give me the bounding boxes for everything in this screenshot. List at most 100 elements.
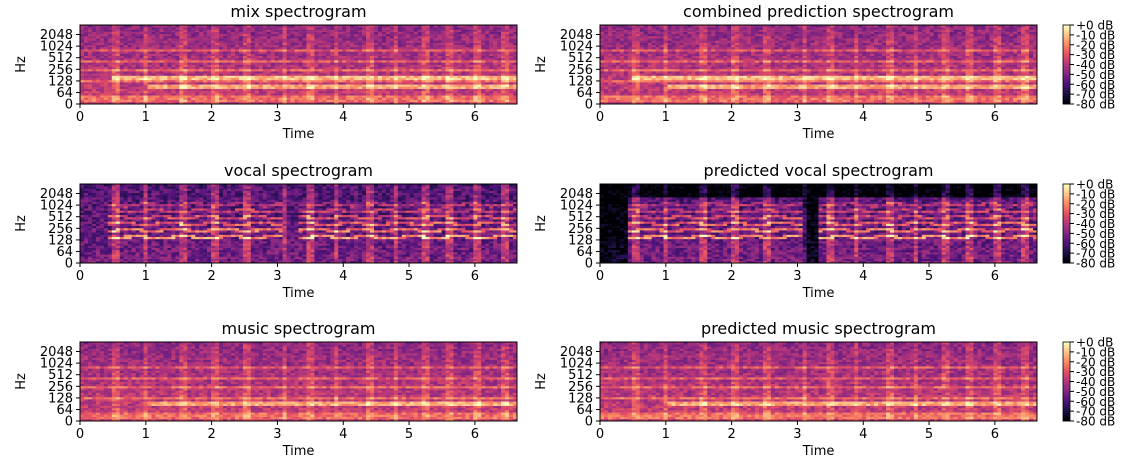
x-tick-label: 2 <box>727 110 735 125</box>
x-tick-label: 3 <box>793 269 801 284</box>
y-axis-label: Hz <box>14 56 29 73</box>
x-tick-label: 4 <box>859 110 867 125</box>
x-tick-label: 5 <box>925 269 933 284</box>
colorbar-tick-label: -10 dB <box>1076 187 1115 201</box>
colorbar-tick-label: -50 dB <box>1076 68 1115 82</box>
x-tick-label: 3 <box>793 110 801 125</box>
y-tick-label: 128 <box>48 391 73 406</box>
spectrogram-panel-2: combined prediction spectrogram 0 1 2 3 4 5 6 Ti… <box>534 2 1115 142</box>
colorbar-tick-label: -20 dB <box>1076 38 1115 52</box>
panel-title: combined prediction spectrogram <box>683 2 954 21</box>
y-tick-label: 512 <box>48 368 73 383</box>
colorbar-tick-label: -70 dB <box>1076 88 1115 102</box>
y-tick-label: 256 <box>48 63 73 78</box>
panel-title: predicted vocal spectrogram <box>704 161 934 180</box>
panel-title: vocal spectrogram <box>224 161 373 180</box>
heatmap-cells <box>80 342 518 422</box>
colorbar-tick-label: +0 dB <box>1076 336 1113 350</box>
x-tick-label: 2 <box>207 110 215 125</box>
y-tick-label: 128 <box>48 74 73 89</box>
y-tick-label: 512 <box>568 210 593 225</box>
axes-frame <box>79 24 518 105</box>
panel-title: music spectrogram <box>222 319 376 338</box>
x-tick-label: 5 <box>405 269 413 284</box>
x-tick-label: 6 <box>471 269 479 284</box>
colorbar-tick-label: -40 dB <box>1076 217 1115 231</box>
x-tick-label: 1 <box>662 427 670 442</box>
colorbar-tick-label: +0 dB <box>1076 178 1113 192</box>
y-axis-label: Hz <box>534 373 549 390</box>
x-tick-label: 5 <box>925 110 933 125</box>
x-axis-label: Time <box>282 286 315 301</box>
y-tick-label: 512 <box>568 368 593 383</box>
y-axis-label: Hz <box>14 215 29 232</box>
y-tick-label: 2048 <box>560 28 593 43</box>
colorbar-tick-label: -60 dB <box>1076 395 1115 409</box>
x-tick-label: 3 <box>273 110 281 125</box>
y-tick-label: 256 <box>48 222 73 237</box>
x-axis-label: Time <box>802 127 835 142</box>
heatmap-cells <box>80 184 518 264</box>
colorbar-tick-label: -80 dB <box>1076 257 1115 271</box>
x-axis-label: Time <box>802 286 835 301</box>
colorbar-tick-label: -30 dB <box>1076 48 1115 62</box>
y-axis-label: Hz <box>14 373 29 390</box>
y-tick-label: 1024 <box>40 40 73 55</box>
x-tick-label: 6 <box>991 269 999 284</box>
y-tick-label: 128 <box>568 233 593 248</box>
x-tick-label: 6 <box>991 427 999 442</box>
colorbar-tick-label: -40 dB <box>1076 375 1115 389</box>
x-tick-label: 5 <box>925 427 933 442</box>
x-tick-label: 4 <box>859 269 867 284</box>
x-tick-label: 1 <box>142 110 150 125</box>
spectrogram-panel-4: predicted vocal spectrogram 0 1 2 3 4 5 6 Time 06… <box>534 161 1115 301</box>
x-tick-label: 0 <box>76 110 84 125</box>
x-tick-label: 4 <box>339 427 347 442</box>
y-tick-label: 1024 <box>40 199 73 214</box>
x-tick-label: 0 <box>76 269 84 284</box>
y-tick-label: 2048 <box>560 187 593 202</box>
y-tick-label: 128 <box>48 233 73 248</box>
y-tick-label: 64 <box>576 86 593 101</box>
spectrogram-panel-6: predicted music spectrogram 0 1 2 3 4 5 6 Time 06… <box>534 319 1115 459</box>
colorbar-tick-label: -60 dB <box>1076 237 1115 251</box>
x-axis-label: Time <box>282 127 315 142</box>
x-tick-label: 0 <box>596 110 604 125</box>
y-tick-label: 1024 <box>40 357 73 372</box>
x-tick-label: 2 <box>727 269 735 284</box>
x-tick-label: 6 <box>991 110 999 125</box>
y-tick-label: 0 <box>65 257 73 272</box>
colorbar-tick-label: -50 dB <box>1076 227 1115 241</box>
y-tick-label: 0 <box>585 415 593 430</box>
x-tick-label: 1 <box>142 427 150 442</box>
y-tick-label: 64 <box>576 245 593 260</box>
y-tick-label: 128 <box>568 391 593 406</box>
x-tick-label: 4 <box>339 269 347 284</box>
axes-frame <box>599 341 1038 422</box>
y-tick-label: 2048 <box>560 345 593 360</box>
colorbar: +0 dB-10 dB-20 dB-30 dB-40 dB-50 dB-60 d… <box>1062 336 1115 429</box>
y-tick-label: 2048 <box>40 345 73 360</box>
axes-frame <box>79 183 518 264</box>
y-tick-label: 1024 <box>560 40 593 55</box>
x-tick-label: 6 <box>471 110 479 125</box>
y-tick-label: 0 <box>65 415 73 430</box>
axes-frame <box>79 341 518 422</box>
colorbar-tick-label: -40 dB <box>1076 58 1115 72</box>
x-tick-label: 2 <box>207 427 215 442</box>
heatmap-cells <box>80 25 518 105</box>
y-tick-label: 0 <box>65 98 73 113</box>
colorbar-tick-label: +0 dB <box>1076 19 1113 33</box>
y-axis-label: Hz <box>534 215 549 232</box>
axes-frame <box>599 183 1038 264</box>
y-tick-label: 64 <box>576 403 593 418</box>
y-tick-label: 64 <box>56 245 73 260</box>
heatmap-cells <box>600 184 1038 264</box>
heatmap-cells <box>600 342 1038 422</box>
x-tick-label: 1 <box>662 269 670 284</box>
y-tick-label: 0 <box>585 98 593 113</box>
y-tick-label: 128 <box>568 74 593 89</box>
x-tick-label: 4 <box>339 110 347 125</box>
colorbar-tick-label: -30 dB <box>1076 207 1115 221</box>
